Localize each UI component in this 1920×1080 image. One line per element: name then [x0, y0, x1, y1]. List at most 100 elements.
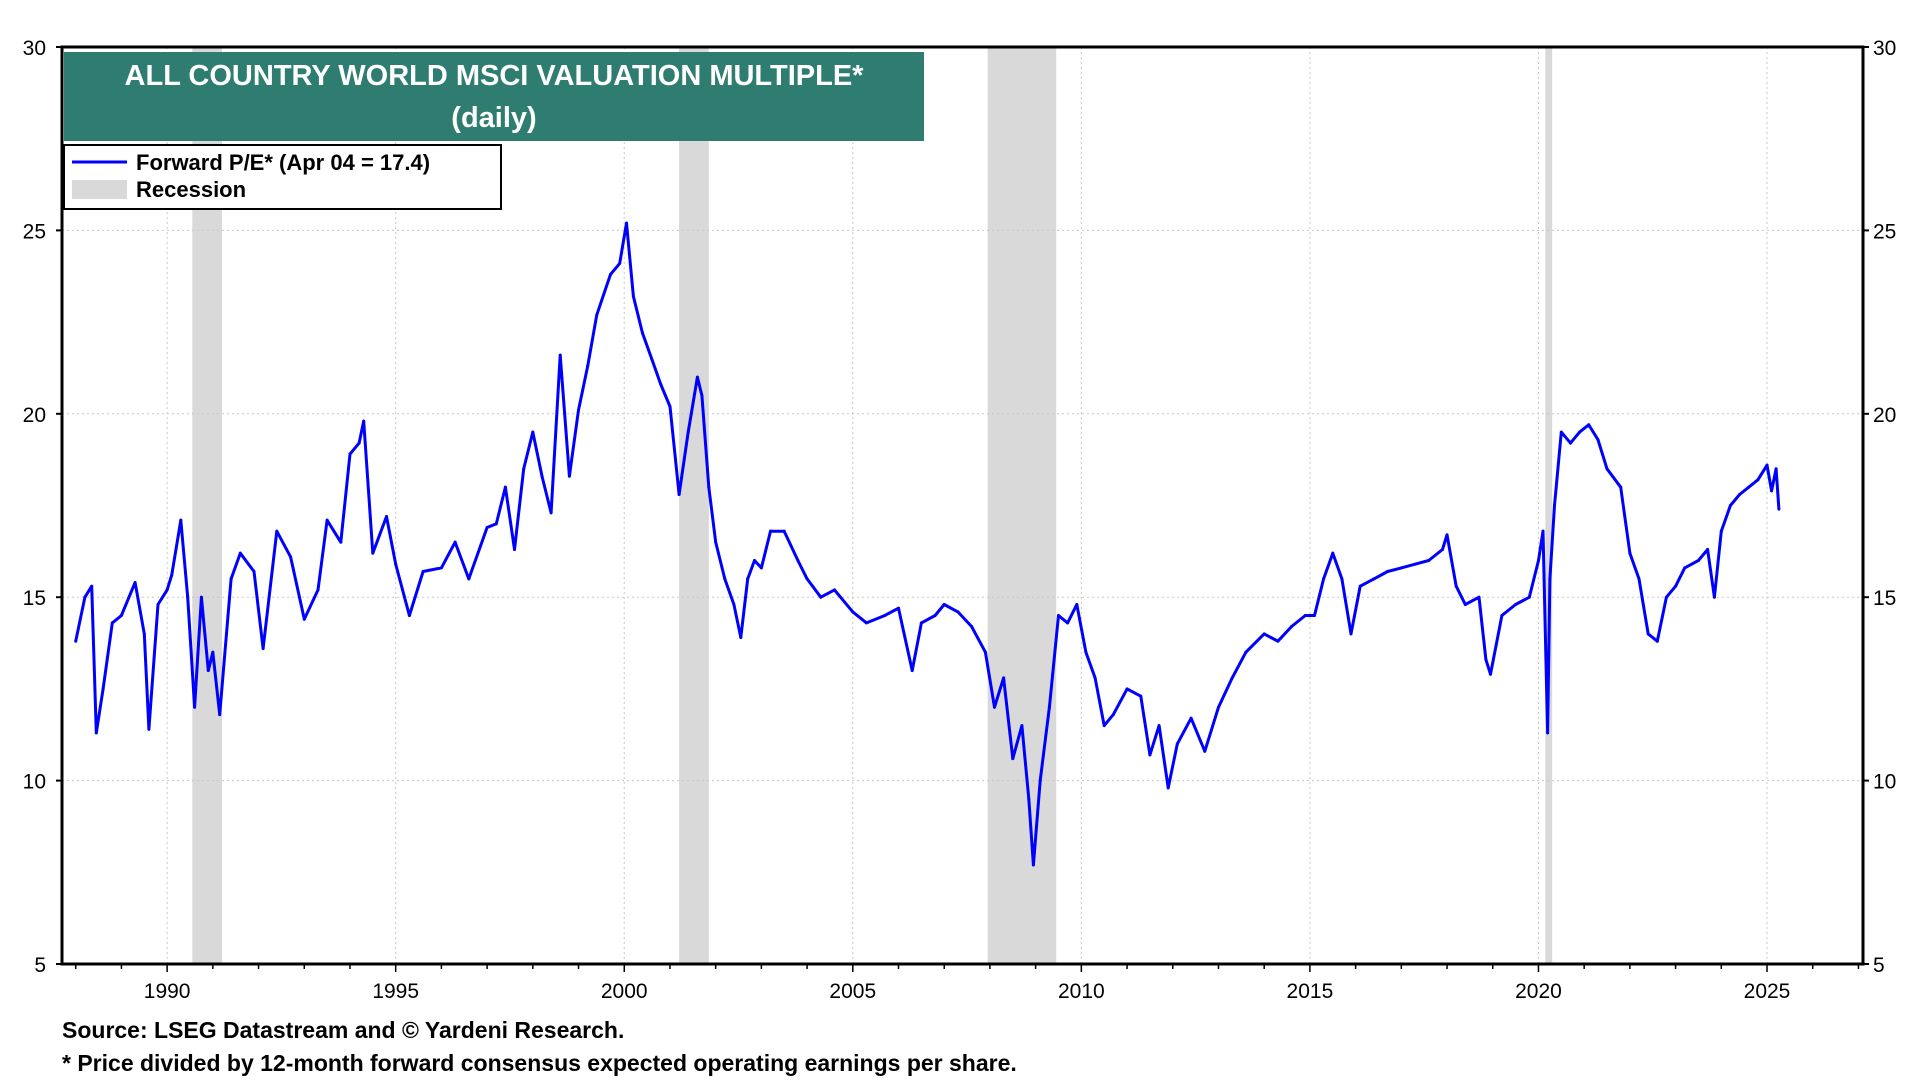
data-point-0-172 [1777, 507, 1781, 511]
data-point-0-98 [1047, 705, 1051, 709]
data-point-0-143 [1541, 529, 1545, 533]
data-point-0-156 [1646, 632, 1650, 636]
data-point-0-38 [439, 566, 443, 570]
data-point-0-62 [677, 492, 681, 496]
data-point-0-135 [1463, 603, 1467, 607]
data-point-0-95 [1027, 797, 1031, 801]
data-point-0-170 [1770, 489, 1774, 493]
data-point-0-131 [1427, 559, 1431, 563]
title-background [64, 52, 924, 141]
data-point-0-28 [325, 518, 329, 522]
data-point-0-3 [94, 731, 98, 735]
data-point-0-67 [714, 540, 718, 544]
data-point-0-115 [1230, 676, 1234, 680]
data-point-0-116 [1244, 650, 1248, 654]
data-point-0-112 [1189, 716, 1193, 720]
data-point-0-133 [1445, 533, 1449, 537]
data-point-0-136 [1477, 595, 1481, 599]
data-point-0-65 [700, 393, 704, 397]
data-point-0-90 [983, 650, 987, 654]
data-point-0-129 [1399, 566, 1403, 570]
x-tick-label-2015: 2015 [1287, 980, 1334, 1003]
data-point-0-157 [1655, 639, 1659, 643]
data-point-0-43 [503, 485, 507, 489]
data-point-0-40 [467, 577, 471, 581]
data-point-0-75 [782, 529, 786, 533]
data-point-0-140 [1514, 603, 1518, 607]
data-point-0-26 [302, 617, 306, 621]
data-point-0-142 [1536, 559, 1540, 563]
x-tick-label-2010: 2010 [1058, 980, 1105, 1003]
data-point-0-103 [1093, 676, 1097, 680]
data-point-0-89 [970, 625, 974, 629]
recession-band-2 [987, 47, 1057, 964]
y-tick-label-left-30: 30 [23, 37, 46, 60]
data-point-0-134 [1454, 584, 1458, 588]
data-point-0-150 [1587, 423, 1591, 427]
data-point-0-74 [769, 529, 773, 533]
data-point-0-165 [1728, 504, 1732, 507]
data-point-0-88 [956, 610, 960, 614]
data-point-0-93 [1011, 757, 1015, 761]
data-point-0-5 [110, 621, 114, 625]
data-point-0-54 [609, 272, 613, 276]
data-point-0-169 [1765, 463, 1769, 467]
data-point-0-105 [1111, 713, 1115, 717]
data-point-0-64 [695, 375, 699, 379]
x-axis: 1990 1995 2000 2005 2010 2015 2020 2025 [74, 964, 1860, 1003]
data-point-0-73 [759, 566, 763, 570]
data-point-0-8 [142, 632, 146, 636]
y-tick-label-left-5: 5 [34, 954, 46, 977]
data-point-0-96 [1031, 863, 1035, 867]
data-point-0-99 [1056, 614, 1060, 618]
data-point-0-25 [289, 555, 293, 559]
data-point-0-55 [618, 261, 622, 265]
data-point-0-80 [851, 610, 855, 614]
data-point-0-4 [101, 687, 105, 691]
data-point-0-110 [1166, 786, 1170, 790]
y-tick-label-right-10: 10 [1873, 771, 1896, 794]
data-point-0-83 [897, 606, 901, 610]
data-point-0-37 [421, 570, 425, 574]
data-point-0-158 [1664, 595, 1668, 599]
data-point-0-23 [261, 647, 265, 651]
data-point-0-48 [549, 511, 553, 515]
data-point-0-10 [156, 603, 160, 607]
data-point-0-24 [275, 529, 279, 533]
data-point-0-21 [238, 551, 242, 555]
data-point-0-120 [1303, 614, 1307, 618]
y-tick-label-right-20: 20 [1873, 404, 1896, 427]
data-point-0-1 [83, 595, 87, 599]
data-point-0-39 [453, 540, 457, 544]
data-point-0-53 [595, 313, 599, 317]
chart-title: ALL COUNTRY WORLD MSCI VALUATION MULTIPL… [125, 60, 865, 92]
data-point-0-36 [407, 614, 411, 618]
data-point-0-130 [1413, 562, 1417, 566]
data-point-0-154 [1628, 551, 1632, 555]
data-point-0-51 [577, 408, 581, 412]
data-point-0-32 [362, 419, 366, 423]
data-point-0-124 [1340, 577, 1344, 581]
data-point-0-58 [641, 331, 645, 335]
data-point-0-61 [668, 404, 672, 408]
y-tick-label-right-5: 5 [1873, 954, 1885, 977]
definition-footnote: * Price divided by 12-month forward cons… [62, 1050, 1017, 1076]
data-point-0-66 [707, 485, 711, 489]
recession-band-3 [1545, 47, 1553, 964]
data-point-0-30 [348, 452, 352, 456]
x-tick-label-2005: 2005 [829, 980, 876, 1003]
data-point-0-139 [1500, 614, 1504, 618]
legend: Forward P/E* (Apr 04 = 17.4) Recession [63, 144, 502, 210]
data-point-0-76 [796, 559, 800, 563]
data-point-0-100 [1066, 621, 1070, 625]
data-point-0-148 [1568, 441, 1572, 445]
x-tick-label-2020: 2020 [1515, 980, 1562, 1003]
data-point-0-94 [1020, 724, 1024, 728]
y-tick-label-left-15: 15 [23, 587, 46, 610]
x-tick-label-2025: 2025 [1744, 980, 1791, 1003]
data-point-0-6 [119, 614, 123, 618]
data-point-0-166 [1738, 492, 1742, 496]
data-point-0-97 [1038, 779, 1042, 783]
data-point-0-78 [819, 595, 823, 599]
